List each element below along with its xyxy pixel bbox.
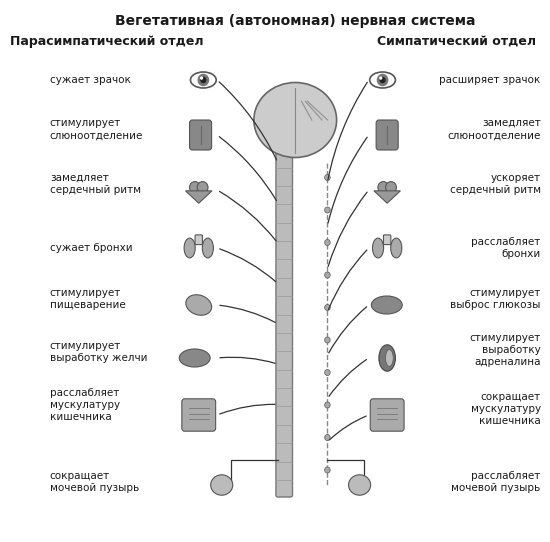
Ellipse shape <box>324 207 330 213</box>
Text: замедляет
слюноотделение: замедляет слюноотделение <box>447 118 541 140</box>
Text: стимулирует
выброс глюкозы: стимулирует выброс глюкозы <box>450 288 541 310</box>
Ellipse shape <box>198 74 208 86</box>
Ellipse shape <box>379 345 395 371</box>
Ellipse shape <box>184 238 195 258</box>
Ellipse shape <box>349 475 371 495</box>
Ellipse shape <box>370 72 395 88</box>
Ellipse shape <box>386 350 393 366</box>
Ellipse shape <box>254 82 337 158</box>
Ellipse shape <box>197 182 208 193</box>
FancyBboxPatch shape <box>195 235 202 244</box>
Text: замедляет
сердечный ритм: замедляет сердечный ритм <box>50 173 141 195</box>
Text: расслабляет
бронхи: расслабляет бронхи <box>471 237 541 259</box>
Ellipse shape <box>324 435 330 441</box>
Ellipse shape <box>377 74 388 86</box>
FancyBboxPatch shape <box>190 120 212 150</box>
FancyBboxPatch shape <box>383 235 391 244</box>
FancyBboxPatch shape <box>182 399 216 431</box>
Ellipse shape <box>201 78 206 82</box>
Polygon shape <box>374 191 400 203</box>
Text: стимулирует
слюноотделение: стимулирует слюноотделение <box>50 118 143 140</box>
Text: стимулирует
пищеварение: стимулирует пищеварение <box>50 288 125 310</box>
Ellipse shape <box>324 467 330 473</box>
Ellipse shape <box>324 402 330 408</box>
Ellipse shape <box>380 78 385 82</box>
Ellipse shape <box>324 240 330 246</box>
Ellipse shape <box>179 349 210 367</box>
Ellipse shape <box>211 475 233 495</box>
Ellipse shape <box>324 272 330 278</box>
Ellipse shape <box>380 77 382 79</box>
Text: расслабляет
мускулатуру
кишечника: расслабляет мускулатуру кишечника <box>50 388 120 422</box>
Text: расширяет зрачок: расширяет зрачок <box>439 75 541 85</box>
Polygon shape <box>185 191 212 203</box>
Ellipse shape <box>324 305 330 311</box>
Text: Парасимпатический отдел: Парасимпатический отдел <box>10 35 204 48</box>
Ellipse shape <box>378 182 389 193</box>
FancyBboxPatch shape <box>376 120 398 150</box>
Ellipse shape <box>190 72 216 88</box>
Ellipse shape <box>201 77 202 79</box>
Ellipse shape <box>390 238 402 258</box>
Text: расслабляет
мочевой пузырь: расслабляет мочевой пузырь <box>452 471 541 493</box>
Ellipse shape <box>371 296 402 314</box>
Text: Вегетативная (автономная) нервная система: Вегетативная (автономная) нервная систем… <box>115 14 476 28</box>
Text: сужает бронхи: сужает бронхи <box>50 243 133 253</box>
Ellipse shape <box>372 238 383 258</box>
Ellipse shape <box>186 295 212 315</box>
Ellipse shape <box>324 370 330 376</box>
FancyBboxPatch shape <box>370 399 404 431</box>
FancyBboxPatch shape <box>276 151 293 497</box>
Text: стимулирует
выработку
адреналина: стимулирует выработку адреналина <box>469 333 541 367</box>
Text: сокращает
мускулатуру
кишечника: сокращает мускулатуру кишечника <box>470 392 541 427</box>
Text: ускоряет
сердечный ритм: ускоряет сердечный ритм <box>450 173 541 195</box>
Text: сокращает
мочевой пузырь: сокращает мочевой пузырь <box>50 471 139 493</box>
Ellipse shape <box>324 175 330 180</box>
Ellipse shape <box>190 182 200 193</box>
Ellipse shape <box>386 182 397 193</box>
Text: сужает зрачок: сужает зрачок <box>50 75 131 85</box>
Ellipse shape <box>202 238 213 258</box>
Text: стимулирует
выработку желчи: стимулирует выработку желчи <box>50 341 147 363</box>
Text: Симпатический отдел: Симпатический отдел <box>377 35 536 48</box>
Ellipse shape <box>324 337 330 343</box>
